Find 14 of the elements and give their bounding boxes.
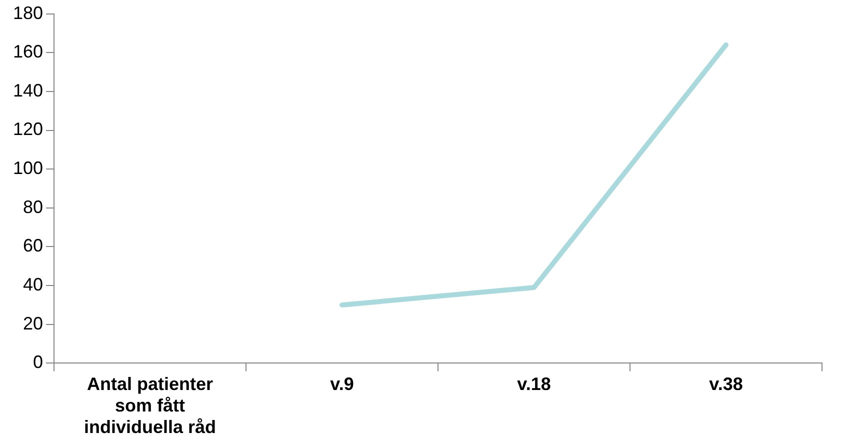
y-tick-label: 120: [12, 119, 44, 140]
x-tick-label: v.9: [330, 374, 354, 394]
y-tick-label: 40: [23, 274, 44, 295]
y-tick-label: 0: [33, 352, 44, 372]
y-tick-label: 180: [12, 2, 44, 23]
x-tick-label: v.18: [517, 374, 551, 394]
y-tick-label: 60: [23, 236, 44, 256]
y-tick-label: 80: [23, 196, 44, 217]
y-tick-label: 20: [23, 313, 44, 334]
y-tick-label: 140: [12, 80, 44, 100]
x-tick-label: v.38: [709, 374, 743, 394]
y-tick-label: 160: [12, 42, 44, 62]
x-tick-label: Antal patienter som fått individuella råd: [84, 374, 216, 438]
y-tick-label: 100: [12, 158, 44, 178]
